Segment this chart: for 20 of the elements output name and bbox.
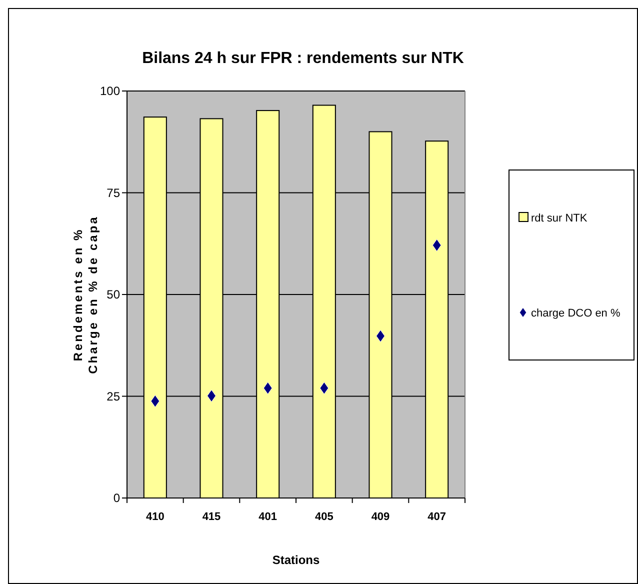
- point: [432, 239, 442, 252]
- point: [320, 382, 329, 394]
- y-tick-label: 25: [106, 389, 120, 404]
- chart-title: Bilans 24 h sur FPR : rendements sur NTK: [142, 50, 464, 67]
- x-tick-label: 401: [258, 511, 278, 523]
- x-tick-label: 410: [146, 511, 164, 523]
- x-tick-label: 415: [202, 511, 221, 523]
- legend-label: rdt sur NTK: [531, 212, 588, 224]
- legend-label: charge DCO en %: [531, 307, 620, 320]
- y-tick-label: 75: [106, 186, 120, 200]
- x-tick-label: 409: [371, 511, 390, 523]
- y-tick-label: 0: [113, 491, 120, 506]
- x-tick-label: 405: [314, 511, 334, 523]
- y-tick-label: 100: [100, 84, 120, 98]
- y-axis-title: Rendements en % Charge en % de capa: [71, 215, 100, 374]
- x-axis-title: Stations: [272, 553, 320, 567]
- point: [263, 382, 272, 394]
- x-tick-label: 407: [428, 511, 446, 523]
- y-tick-label: 50: [106, 288, 120, 302]
- point: [150, 394, 160, 408]
